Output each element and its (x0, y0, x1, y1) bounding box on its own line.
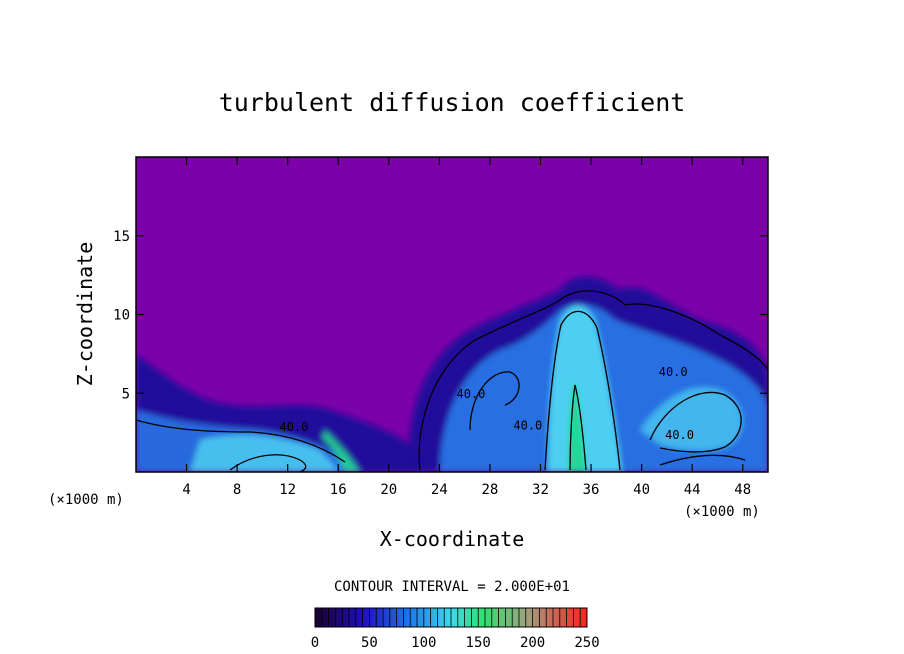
y-tick-label: 10 (113, 308, 130, 324)
x-tick-label: 48 (734, 482, 751, 498)
contour-line (229, 454, 307, 472)
x-unit-left: (×1000 m) (48, 492, 124, 508)
colorbar-tick-label: 50 (361, 635, 378, 651)
contour-lines (136, 290, 768, 472)
turbulence-core-mid (322, 430, 360, 472)
contour-label: 40.0 (665, 428, 694, 442)
x-tick-label: 4 (182, 482, 190, 498)
plume-swirl-right (640, 387, 743, 451)
y-axis-label: Z-coordinate (73, 242, 97, 387)
x-tick-label: 12 (279, 482, 296, 498)
contour-line (569, 384, 587, 471)
contour-line (659, 454, 746, 466)
y-axis-ticks: 5 10 15 (113, 229, 768, 402)
x-tick-label: 32 (532, 482, 549, 498)
turbulence-core-left (190, 434, 340, 472)
contour-line (649, 391, 742, 453)
plume-core (548, 305, 622, 472)
contour-label: 40.0 (280, 420, 309, 434)
x-tick-label: 44 (684, 482, 701, 498)
x-axis-label: X-coordinate (380, 527, 525, 551)
colorbar-frame (314, 607, 588, 628)
colorbar: 0 50 100 150 200 250 (311, 607, 600, 651)
colorbar-tick-label: 0 (311, 635, 319, 651)
plot-area: 40.0 40.0 40.0 40.0 40.0 (136, 157, 768, 472)
x-tick-label: 8 (233, 482, 241, 498)
contour-labels: 40.0 40.0 40.0 40.0 40.0 (280, 365, 694, 442)
x-tick-label: 36 (583, 482, 600, 498)
x-unit-right: (×1000 m) (684, 504, 760, 520)
x-axis-ticks: 4 8 12 16 20 24 28 32 36 40 44 48 (182, 157, 751, 498)
contour-line (418, 290, 768, 471)
y-tick-label: 5 (122, 386, 130, 402)
contour-line (544, 310, 621, 471)
x-tick-label: 24 (431, 482, 448, 498)
contour-interval-text: CONTOUR INTERVAL = 2.000E+01 (334, 579, 570, 595)
chart-title: turbulent diffusion coefficient (219, 88, 686, 117)
x-tick-label: 16 (330, 482, 347, 498)
contour-label: 40.0 (513, 418, 542, 432)
y-tick-label: 15 (113, 229, 130, 245)
contour-line (136, 419, 346, 463)
contour-line (469, 371, 520, 431)
colorbar-tick-label: 150 (466, 635, 491, 651)
contour-label: 40.0 (659, 365, 688, 379)
colorbar-ticks: 0 50 100 150 200 250 (311, 635, 600, 651)
x-tick-label: 20 (380, 482, 397, 498)
colorbar-stripes (314, 608, 588, 627)
x-tick-label: 40 (633, 482, 650, 498)
x-tick-label: 28 (481, 482, 498, 498)
colorbar-tick-label: 200 (520, 635, 545, 651)
colorbar-tick-label: 100 (411, 635, 436, 651)
contour-label: 40.0 (457, 387, 486, 401)
colorbar-tick-label: 250 (574, 635, 599, 651)
